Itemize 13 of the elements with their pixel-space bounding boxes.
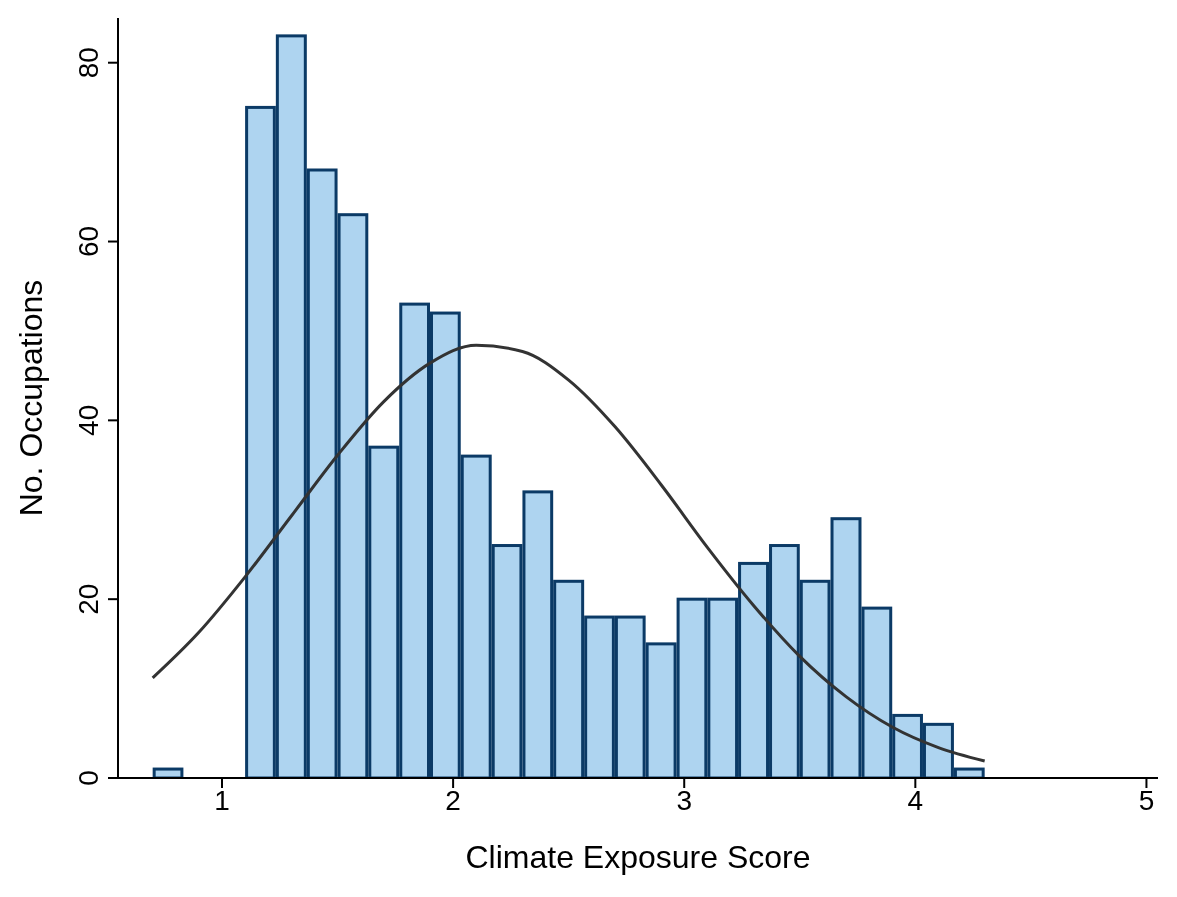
x-tick-label: 1 — [214, 784, 230, 816]
y-tick-label: 80 — [73, 47, 104, 79]
x-tick-label: 4 — [907, 784, 924, 816]
line-series — [151, 343, 987, 763]
x-tick-label: 3 — [676, 784, 693, 816]
y-tick-label: 40 — [73, 404, 104, 436]
x-tick-label: 5 — [1138, 784, 1155, 816]
x-tick-label: 2 — [445, 784, 461, 816]
y-axis-title: No. Occupations — [13, 279, 49, 517]
y-tick-label: 20 — [73, 583, 104, 615]
x-axis-title: Climate Exposure Score — [465, 839, 811, 875]
y-tick-label: 0 — [73, 770, 104, 786]
y-tick-label: 60 — [73, 225, 104, 258]
